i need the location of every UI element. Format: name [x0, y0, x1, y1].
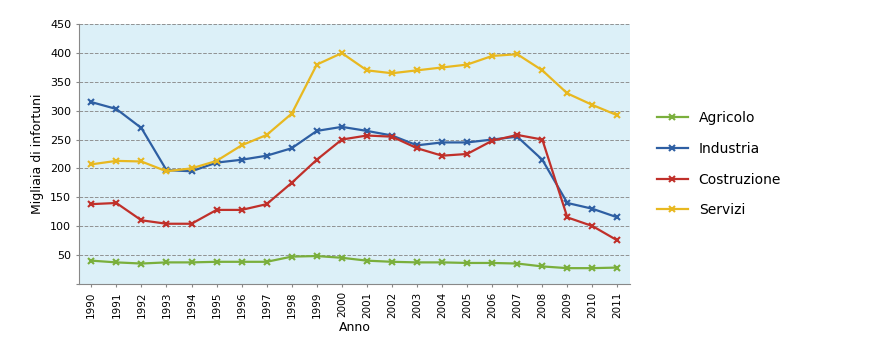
X-axis label: Anno: Anno: [339, 321, 370, 334]
Y-axis label: Migliaia di infortuni: Migliaia di infortuni: [31, 94, 45, 214]
Legend: Agricolo, Industria, Costruzione, Servizi: Agricolo, Industria, Costruzione, Serviz…: [657, 111, 781, 217]
